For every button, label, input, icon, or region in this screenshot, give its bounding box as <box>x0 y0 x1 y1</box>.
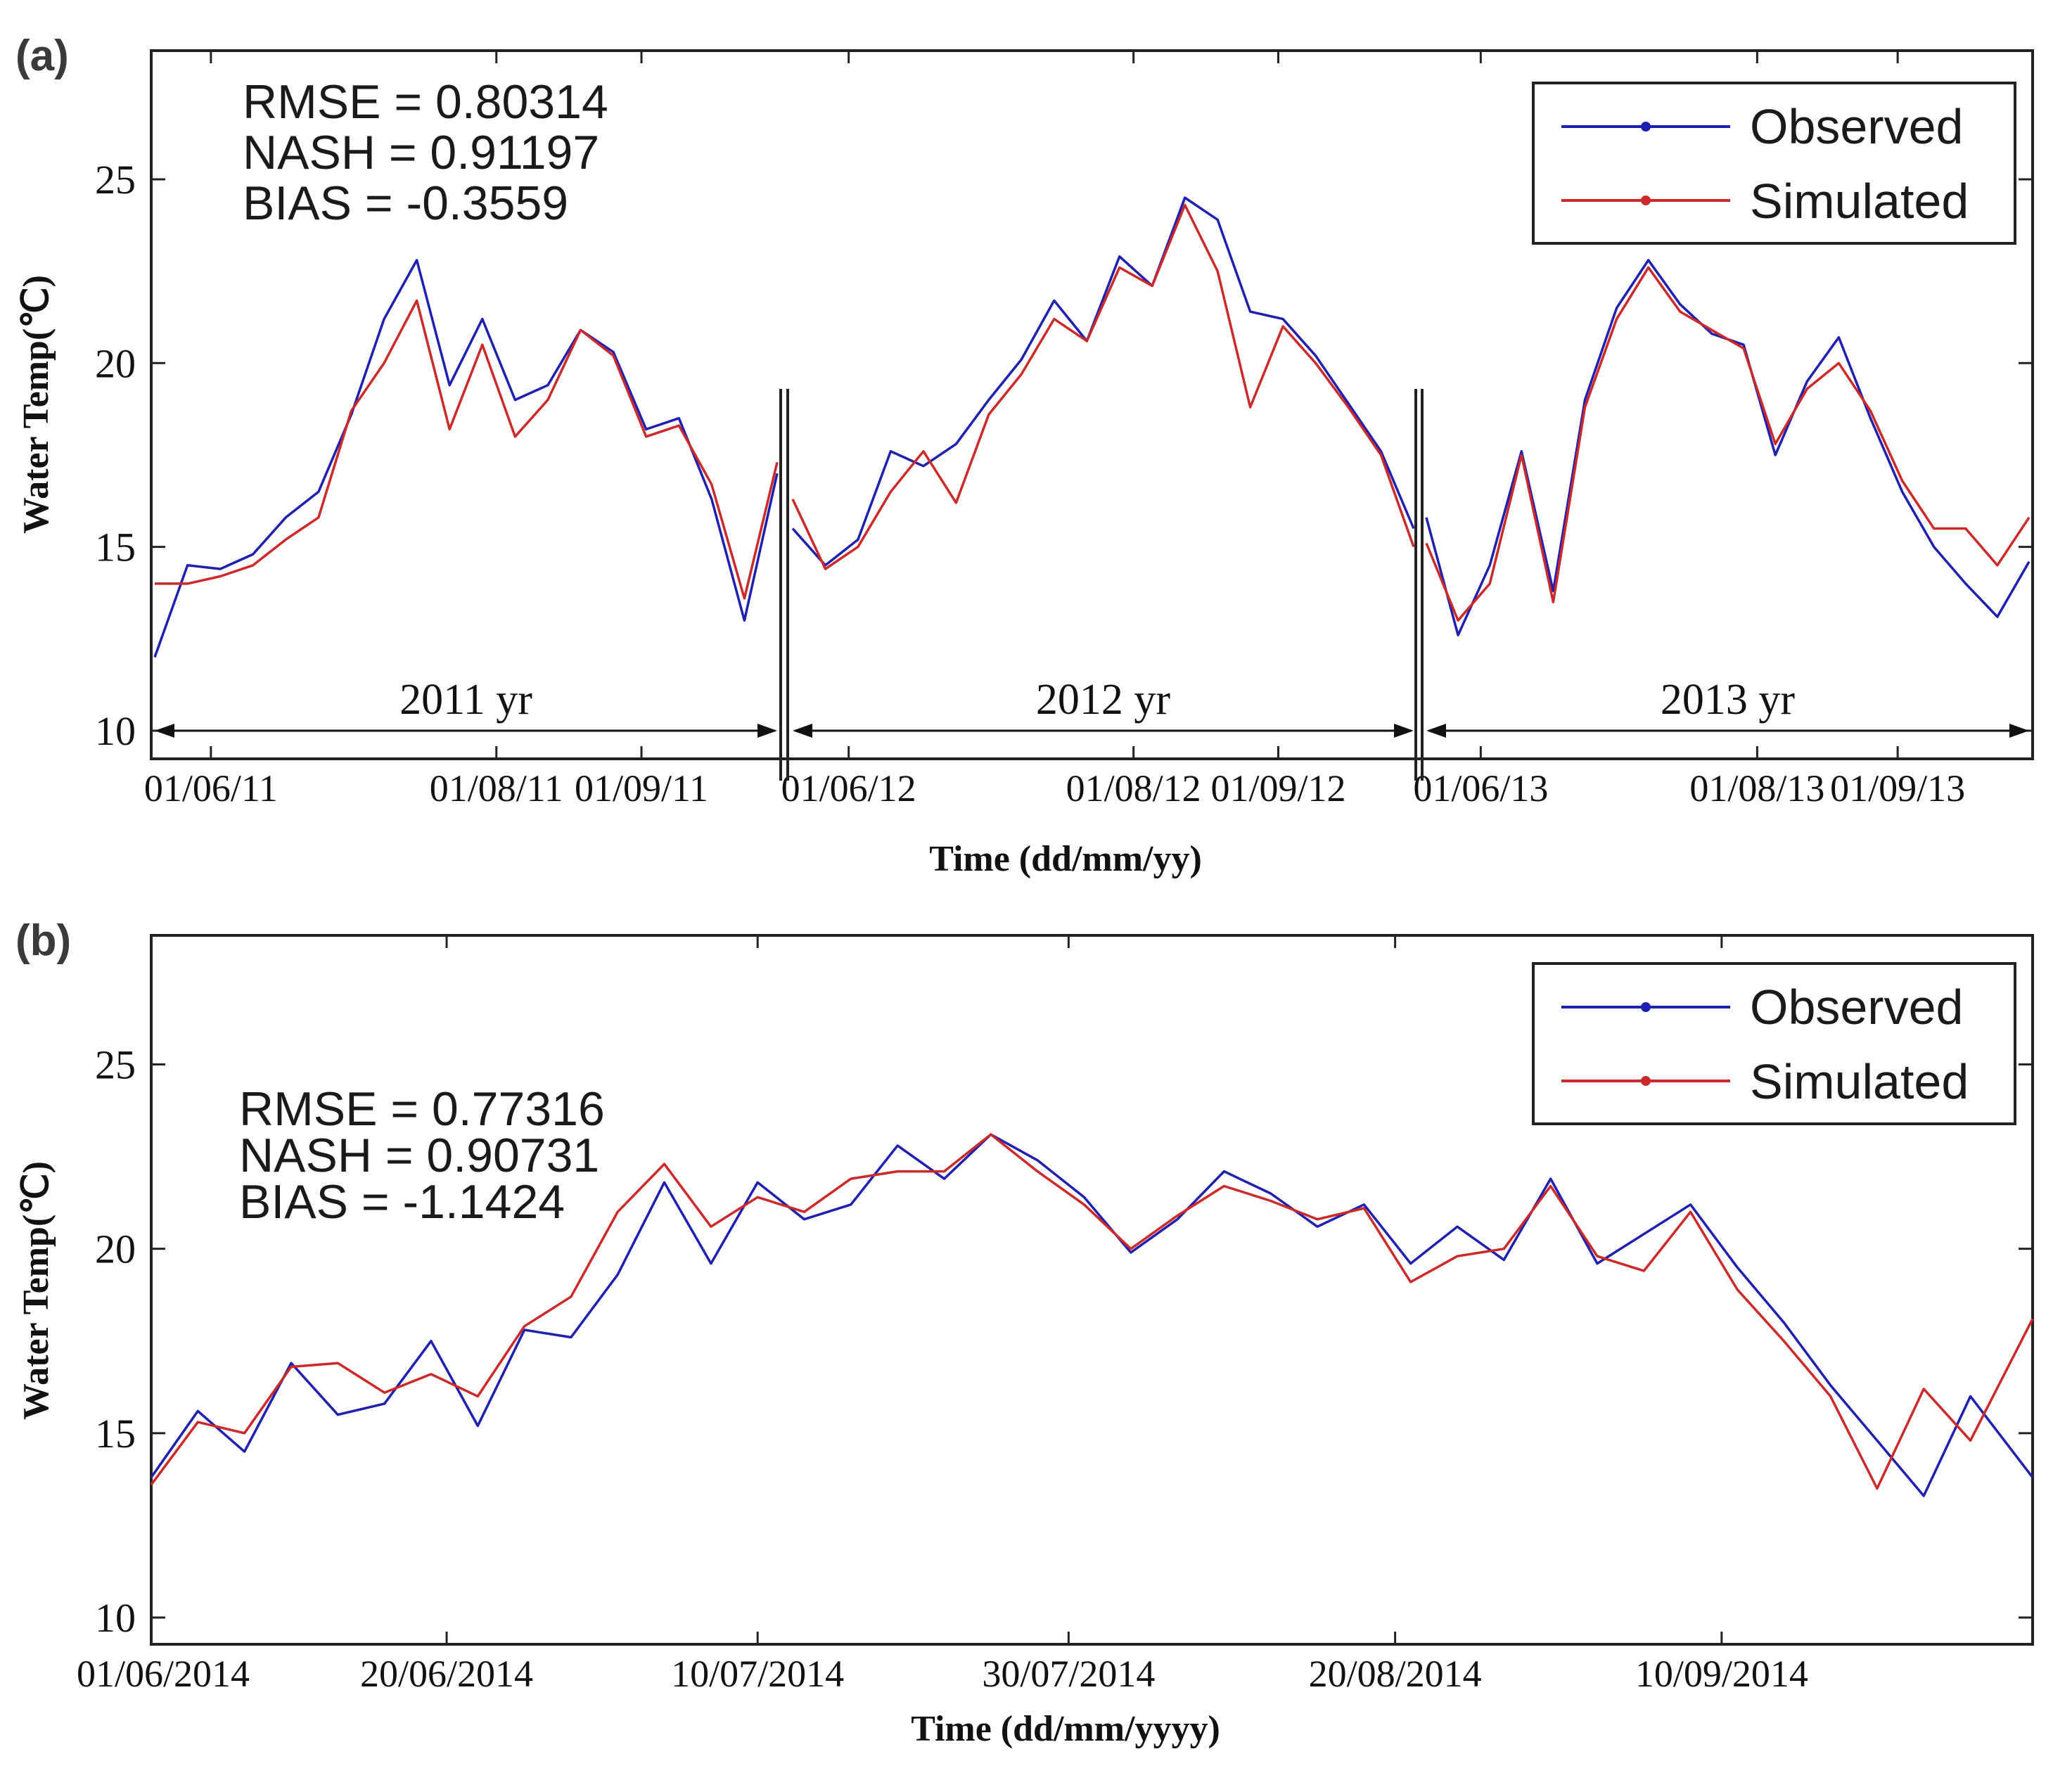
panel-a-xtick-label: 01/08/13 <box>1689 767 1824 809</box>
panel-a-year-arrow-right-head <box>1394 724 1414 738</box>
panel-a-x-axis-title: Time (dd/mm/yy) <box>929 839 1202 879</box>
panel-a-xtick-label: 01/06/13 <box>1413 767 1548 809</box>
panel-b-stats: RMSE = 0.77316 NASH = 0.90731 BIAS = -1.… <box>239 1082 605 1229</box>
panel-b-legend-observed-label: Observed <box>1750 980 1963 1035</box>
panel-b-xtick-label: 10/07/2014 <box>671 1653 844 1695</box>
panel-b-legend-observed-marker <box>1641 1002 1651 1012</box>
panel-b-ytick-label: 20 <box>95 1227 136 1272</box>
panel-a-x-axis: 01/06/11 01/08/11 01/09/11 01/06/12 01/08/12… <box>144 51 1965 809</box>
panel-a-legend-observed-label: Observed <box>1750 99 1963 154</box>
panel-a-series <box>153 196 2031 658</box>
panel-b-x-axis-title: Time (dd/mm/yyyy) <box>911 1709 1220 1749</box>
panel-a-ytick-label: 20 <box>95 340 136 386</box>
panel-a-xtick-label: 01/09/11 <box>575 767 708 809</box>
panel-a-legend-observed-marker <box>1641 122 1651 132</box>
panel-a-year-label: 2011 yr <box>399 676 532 724</box>
panel-a-year-label: 2013 yr <box>1661 676 1796 724</box>
panel-a-year-label: 2012 yr <box>1036 676 1171 724</box>
panel-a-year-arrow-left-head <box>1426 724 1446 738</box>
panel-a-label: (a) <box>15 32 69 80</box>
panel-a-series-observed-line <box>153 259 779 658</box>
panel-a-year-arrow-left-head <box>793 724 812 738</box>
panel-b-bias: BIAS = -1.1424 <box>239 1175 565 1229</box>
panel-a-year-separators <box>779 389 1424 781</box>
panel-a-series-simulated-line <box>155 299 779 600</box>
panel-a-legend-simulated-label: Simulated <box>1750 174 1969 229</box>
panel-a-rmse: RMSE = 0.80314 <box>243 75 608 129</box>
panel-a-year-arrow-right-head <box>2009 724 2029 738</box>
panel-a-year-arrows: 2011 yr 2012 yr 2013 yr <box>155 676 2029 738</box>
panel-b-x-axis: 01/06/2014 20/06/2014 10/07/2014 30/07/2014… <box>77 935 1808 1695</box>
panel-a-nash: NASH = 0.91197 <box>243 126 599 179</box>
panel-a-ytick-label: 15 <box>95 525 136 570</box>
panel-a-bias: BIAS = -0.3559 <box>243 177 568 230</box>
panel-b-y-axis-title: Water Temp(℃) <box>16 1161 56 1420</box>
panel-b-xtick-label: 01/06/2014 <box>77 1653 250 1695</box>
panel-a-xtick-label: 01/06/11 <box>144 767 278 809</box>
panel-b-xtick-label: 20/08/2014 <box>1309 1653 1482 1695</box>
panel-a-xtick-label: 01/09/13 <box>1830 767 1965 809</box>
panel-a-xtick-label: 01/06/12 <box>781 767 916 809</box>
panel-b-series-observed-line <box>150 1133 2034 1497</box>
panel-a-series-simulated-line <box>1425 266 2031 622</box>
panel-b-legend: Observed Simulated <box>1532 962 2016 1125</box>
panel-b-xtick-label: 30/07/2014 <box>982 1653 1155 1695</box>
panel-a-series-simulated-line <box>791 203 1415 570</box>
panel-b-series-simulated-line <box>150 1133 2034 1490</box>
panel-b-legend-simulated-label: Simulated <box>1750 1054 1969 1109</box>
panel-a-ytick-label: 10 <box>95 708 136 754</box>
panel-a-series-observed-line <box>791 196 1415 567</box>
panel-a-legend: Observed Simulated <box>1532 82 2016 245</box>
panel-b-ytick-label: 25 <box>95 1042 136 1088</box>
panel-a-legend-simulated-marker <box>1641 196 1651 205</box>
panel-a-xtick-label: 01/08/11 <box>430 767 563 809</box>
panel-b-xtick-label: 20/06/2014 <box>360 1653 533 1695</box>
panel-a-year-arrow-right-head <box>757 724 777 738</box>
panel-b-ytick-label: 15 <box>95 1411 136 1456</box>
panel-a-xtick-label: 01/08/12 <box>1066 767 1201 809</box>
panel-b-series <box>150 1133 2034 1497</box>
panel-a-xtick-label: 01/09/12 <box>1210 767 1345 809</box>
panel-a-legend-box <box>1532 82 2016 245</box>
panel-a-ytick-label: 25 <box>95 157 136 203</box>
panel-b-y-axis: 10 15 20 25 <box>95 1042 2033 1641</box>
panel-a-y-axis-title: Water Temp(℃) <box>16 275 56 534</box>
panel-b-legend-box <box>1532 962 2016 1125</box>
panel-b-ytick-label: 10 <box>95 1595 136 1641</box>
panel-b-nash: NASH = 0.90731 <box>239 1129 599 1182</box>
panel-a-stats: RMSE = 0.80314 NASH = 0.91197 BIAS = -0.… <box>243 75 608 230</box>
panel-b-legend-simulated-marker <box>1641 1076 1651 1086</box>
panel-a-y-axis: 10 15 20 25 <box>95 157 2033 754</box>
panel-b-rmse: RMSE = 0.77316 <box>239 1082 605 1136</box>
panel-a-year-arrow-left-head <box>155 724 174 738</box>
panel-b-xtick-label: 10/09/2014 <box>1635 1653 1808 1695</box>
panel-b-label: (b) <box>15 916 71 965</box>
